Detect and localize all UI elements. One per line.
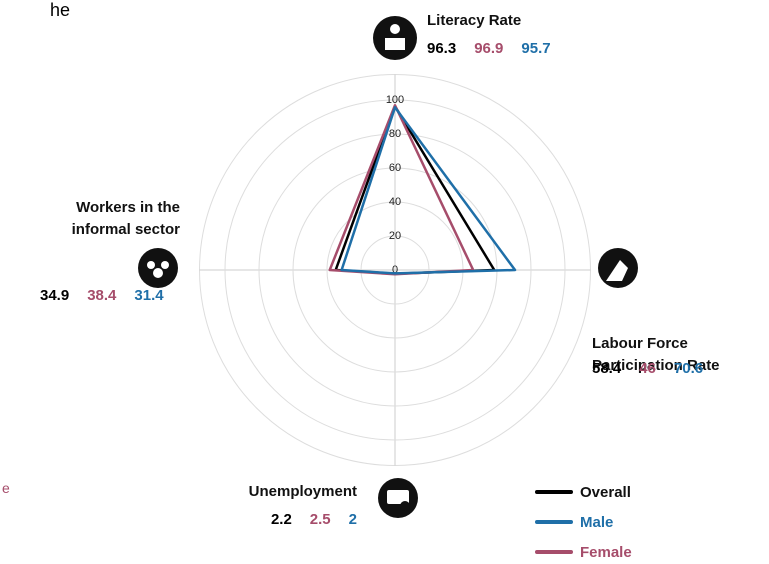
text-fragment: e bbox=[2, 480, 10, 496]
legend-label: Female bbox=[580, 544, 632, 561]
value-label: 70.6 bbox=[673, 360, 704, 377]
value-label: 58.4 bbox=[592, 360, 622, 377]
value-label: 38.4 bbox=[87, 287, 117, 304]
series-line bbox=[340, 106, 517, 275]
r-tick-label: 20 bbox=[389, 230, 401, 242]
value-label: 34.9 bbox=[40, 287, 70, 304]
legend-label: Overall bbox=[580, 484, 631, 501]
value-label: 2.2 bbox=[270, 511, 292, 528]
value-label: 46 bbox=[639, 360, 656, 377]
axis-label: Literacy Rate bbox=[427, 12, 522, 29]
r-tick-label: 80 bbox=[389, 128, 401, 140]
value-row: 96.3 96.9 95.7 bbox=[427, 40, 551, 57]
icon-glyph bbox=[385, 38, 405, 50]
value-label: 96.9 bbox=[474, 40, 504, 57]
value-label: 95.7 bbox=[521, 40, 551, 57]
text-fragment: he bbox=[50, 0, 71, 20]
value-label: 2.5 bbox=[309, 511, 331, 528]
series-line bbox=[328, 104, 475, 276]
icon-glyph bbox=[153, 268, 163, 278]
series-line bbox=[334, 105, 496, 275]
axis-label: Labour Force Participation Rate bbox=[592, 335, 720, 374]
value-label: 96.3 bbox=[427, 40, 457, 57]
value-row: 2.2 2.5 2 bbox=[271, 511, 357, 528]
layer: 0 20 40 60 80 100 Overall Male Female bbox=[328, 94, 632, 561]
grid-ring bbox=[224, 99, 566, 441]
icons bbox=[138, 16, 638, 518]
value-row: 58.4 46 70.6 bbox=[592, 360, 703, 377]
icon-glyph bbox=[606, 260, 628, 281]
r-tick-label: 60 bbox=[389, 162, 401, 174]
icon-glyph bbox=[390, 24, 400, 34]
r-tick-label: 40 bbox=[389, 196, 401, 208]
r-tick-label: 100 bbox=[386, 94, 404, 106]
axis-label: Workers in the informal sector bbox=[71, 199, 180, 238]
grid-ring bbox=[258, 133, 532, 407]
icon-glyph bbox=[387, 490, 409, 504]
legend-label: Male bbox=[580, 514, 613, 531]
icon-glyph bbox=[400, 501, 410, 511]
value-label: 2 bbox=[348, 511, 357, 528]
r-tick-label: 0 bbox=[392, 264, 398, 276]
value-label: 31.4 bbox=[134, 287, 164, 304]
value-row: 34.9 38.4 31.4 bbox=[40, 287, 164, 304]
axis-label: Unemployment bbox=[248, 483, 357, 500]
icon-glyph bbox=[147, 261, 155, 269]
icon-glyph bbox=[161, 261, 169, 269]
